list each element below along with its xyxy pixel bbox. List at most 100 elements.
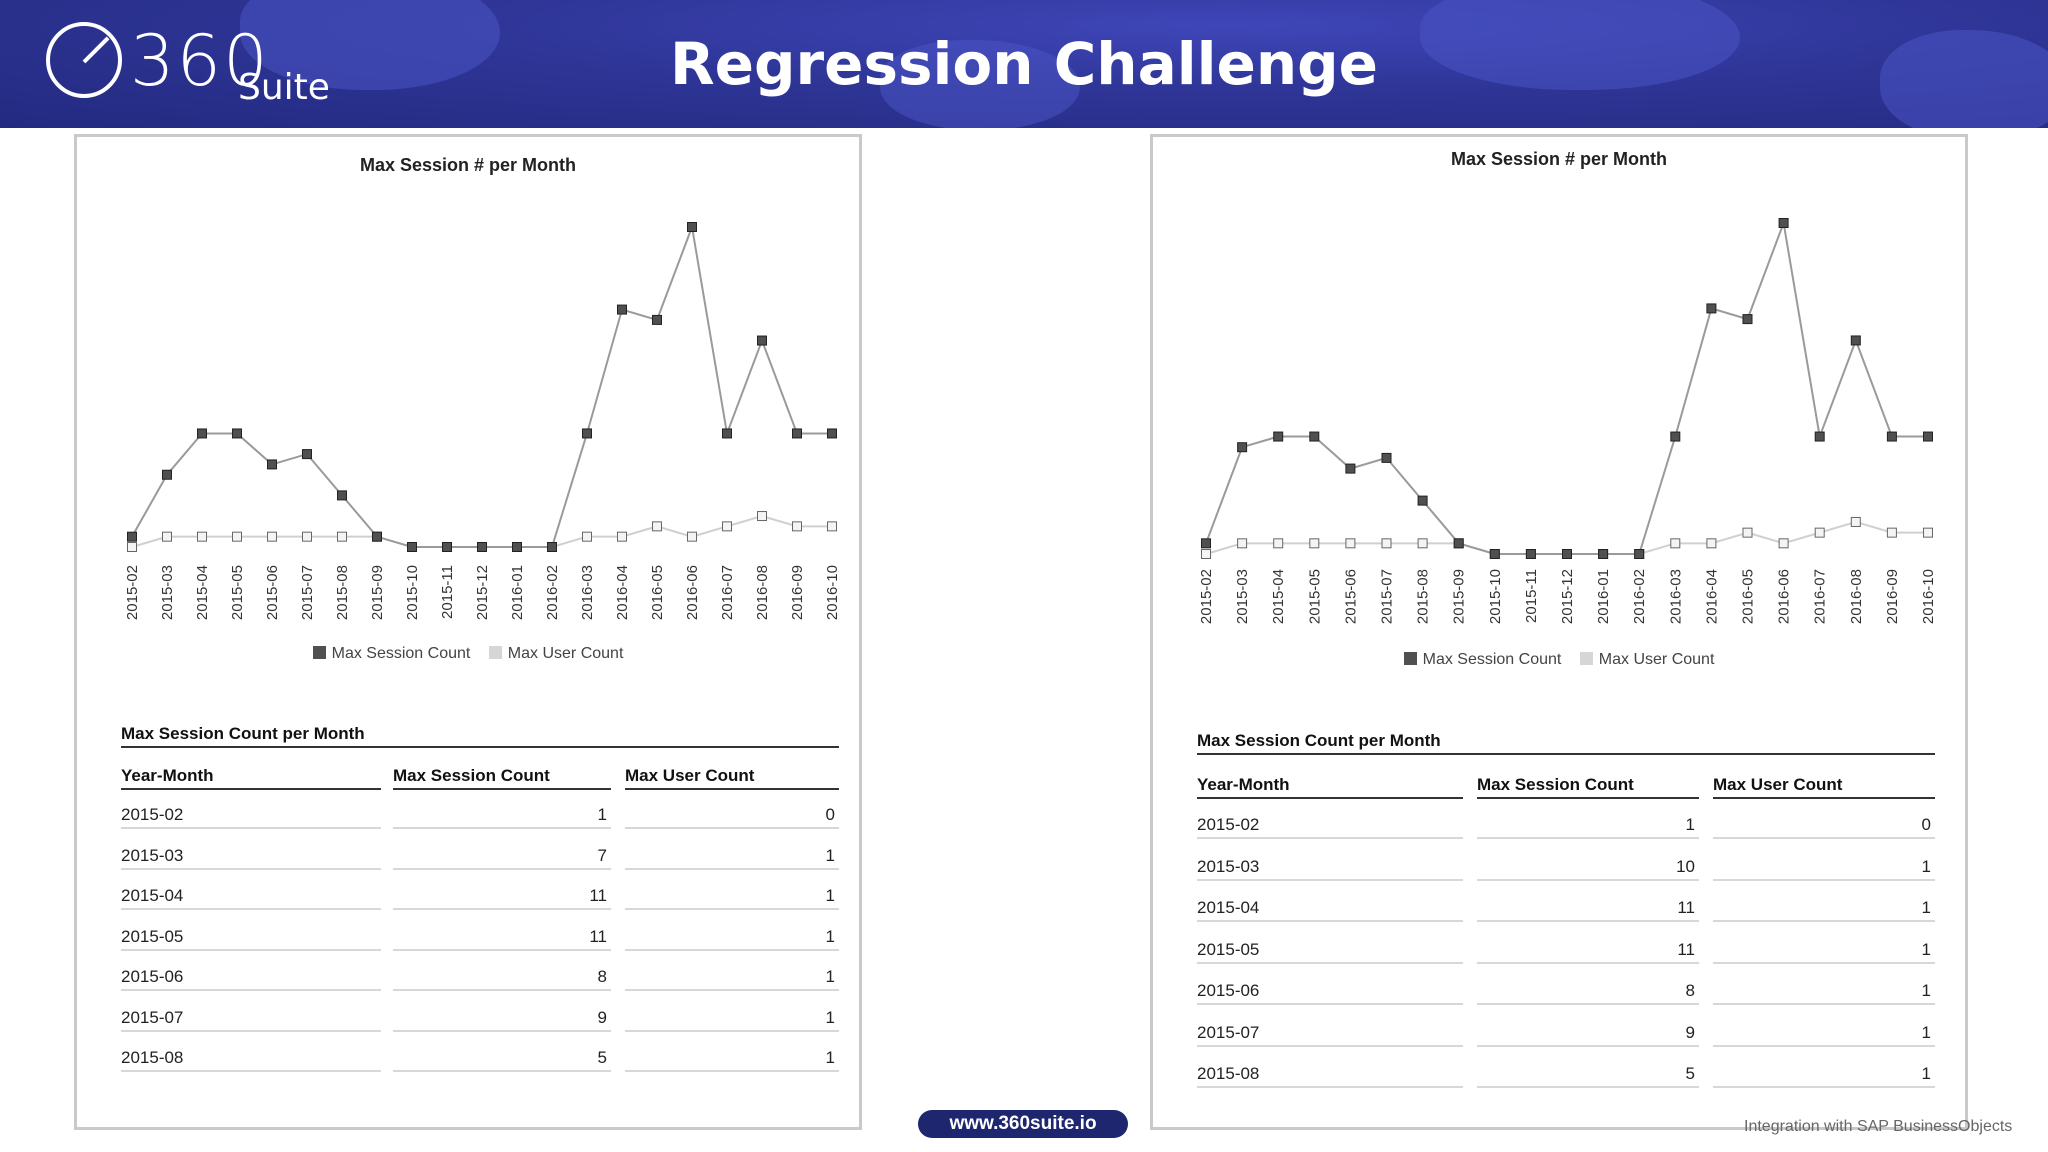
data-point — [197, 531, 207, 542]
legend-item: Max Session Count — [1403, 651, 1561, 668]
data-point — [1778, 538, 1789, 549]
legend-swatch — [312, 646, 326, 659]
table-cell: 5 — [1477, 1064, 1699, 1088]
column-header: Year-Month — [1197, 775, 1463, 799]
x-tick-label: 2016-03 — [1667, 569, 1684, 624]
chart-legend: Max Session Count Max User Count — [77, 645, 859, 663]
slide-title: Regression Challenge — [0, 0, 2048, 128]
data-point — [407, 542, 417, 552]
data-point — [1562, 549, 1572, 559]
x-tick-label: 2016-10 — [1920, 569, 1937, 624]
legend-label: Max User Count — [507, 645, 624, 662]
x-tick-label: 2016-04 — [1703, 569, 1720, 624]
legend-swatch — [1403, 652, 1417, 665]
x-tick-label: 2016-08 — [1848, 569, 1865, 624]
data-point — [1814, 527, 1825, 538]
legend-item: Max Session Count — [312, 645, 471, 662]
table-cell: 2015-06 — [121, 967, 381, 991]
data-point — [127, 542, 137, 552]
data-point — [1923, 431, 1933, 442]
x-tick-label: 2016-05 — [649, 565, 666, 620]
x-tick-label: 2015-11 — [1523, 569, 1540, 623]
website-link[interactable]: www.360suite.io — [918, 1110, 1128, 1138]
x-tick-label: 2015-10 — [1487, 569, 1504, 624]
table-cell: 1 — [625, 1008, 839, 1032]
x-tick-label: 2016-05 — [1740, 569, 1757, 624]
x-tick-label: 2016-06 — [1776, 569, 1793, 624]
data-point — [302, 531, 312, 542]
chart-title: Max Session # per Month — [359, 155, 577, 175]
slide-title-text: Regression Challenge — [670, 30, 1378, 98]
table-cell: 11 — [393, 886, 611, 910]
x-tick-label: 2015-02 — [1198, 569, 1215, 624]
x-tick-label: 2015-07 — [1379, 569, 1396, 624]
data-point — [652, 521, 662, 532]
x-tick-label: 2015-04 — [1270, 569, 1287, 624]
table-cell: 0 — [625, 805, 839, 829]
column-header: Max User Count — [1713, 775, 1935, 799]
table-cell: 2015-04 — [121, 886, 381, 910]
data-point — [337, 490, 347, 501]
logo-number: 360 — [130, 20, 270, 102]
table-cell: 2015-08 — [121, 1048, 381, 1072]
table-cell: 7 — [393, 846, 611, 870]
x-tick-label: 2016-08 — [754, 565, 771, 620]
x-tick-label: 2015-03 — [159, 565, 176, 620]
series-line — [1205, 219, 1928, 555]
data-point — [162, 469, 172, 480]
data-point — [1273, 538, 1284, 549]
data-point — [1634, 549, 1645, 559]
table-cell: 1 — [625, 846, 839, 870]
table-cell: 11 — [393, 927, 611, 951]
data-point — [1453, 538, 1464, 549]
data-point — [1670, 538, 1681, 549]
x-tick-label: 2016-06 — [684, 565, 701, 620]
data-point — [1309, 538, 1320, 549]
table-cell: 1 — [1713, 1064, 1935, 1088]
header-banner: 360 Suite Regression Challenge — [0, 0, 2048, 128]
map-shape — [1420, 0, 1740, 90]
table-cell: 2015-02 — [1197, 815, 1463, 839]
column-header: Max Session Count — [1477, 775, 1699, 799]
data-point — [722, 428, 732, 439]
table-cell: 2015-07 — [121, 1008, 381, 1032]
data-point — [827, 428, 837, 439]
table-cell: 1 — [625, 886, 839, 910]
column-header: Year-Month — [121, 766, 381, 790]
column-header: Max Session Count — [393, 766, 611, 790]
data-point — [582, 428, 592, 439]
table-cell: 1 — [1713, 940, 1935, 964]
map-shape — [880, 40, 1080, 128]
x-tick-label: 2015-05 — [1306, 569, 1323, 624]
x-tick-label: 2015-06 — [264, 565, 281, 620]
chart-legend: Max Session Count Max User Count — [1153, 651, 1965, 669]
data-point — [1381, 538, 1392, 549]
table-cell: 1 — [1713, 857, 1935, 881]
x-tick-label: 2015-08 — [1415, 569, 1432, 624]
table-cell: 1 — [1477, 815, 1699, 839]
data-point — [232, 531, 242, 542]
x-tick-label: 2016-09 — [1884, 569, 1901, 624]
data-point — [1706, 538, 1717, 549]
data-point — [127, 531, 137, 542]
line-chart: 2015-02 2015-03 2015-04 2015-05 2015-06 2015-… — [124, 222, 841, 620]
data-point — [232, 428, 242, 439]
x-tick-label: 2015-02 — [124, 565, 141, 620]
table-cell: 2015-08 — [1197, 1064, 1463, 1088]
data-point — [1345, 538, 1356, 549]
data-point — [1417, 538, 1428, 549]
map-shape — [240, 0, 500, 90]
data-point — [1706, 303, 1717, 314]
data-point — [1201, 538, 1211, 549]
x-tick-label: 2016-03 — [579, 565, 596, 620]
legend-label: Max Session Count — [331, 645, 471, 662]
compass-icon — [46, 22, 122, 98]
table-cell: 11 — [1477, 898, 1699, 922]
x-tick-label: 2016-07 — [719, 565, 736, 620]
x-tick-label: 2015-07 — [299, 565, 316, 620]
data-point — [1886, 431, 1897, 442]
legend-label: Max User Count — [1598, 651, 1715, 668]
x-tick-label: 2016-10 — [824, 565, 841, 620]
x-tick-label: 2016-02 — [1631, 569, 1648, 624]
data-point — [792, 521, 802, 532]
